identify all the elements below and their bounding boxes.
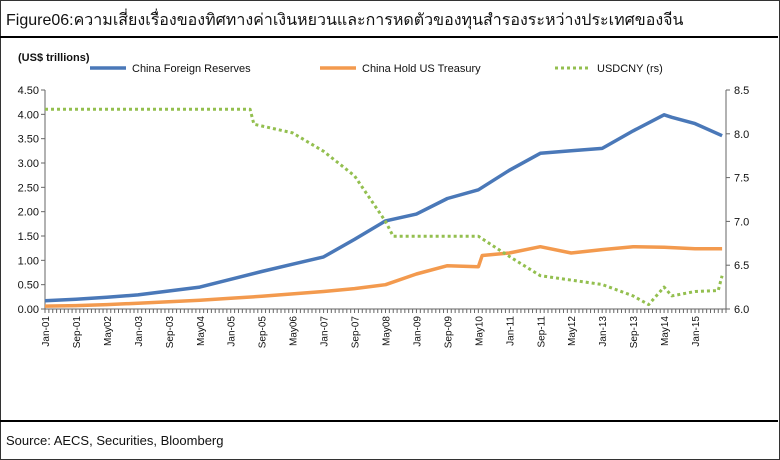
legend-label: China Foreign Reserves xyxy=(132,63,251,75)
legend-label: China Hold US Treasury xyxy=(362,63,481,75)
source-note: Source: AECS, Securities, Bloomberg xyxy=(6,433,224,448)
series-line-1 xyxy=(44,244,723,308)
left-tick-label: 2.00 xyxy=(18,207,39,219)
left-tick-label: 1.50 xyxy=(18,231,39,243)
right-tick-label: 7.5 xyxy=(734,173,749,185)
right-tick-label: 6.5 xyxy=(734,260,749,272)
series-line-0 xyxy=(44,113,723,303)
figure-title: Figure06:ความเสี่ยงเรื่องของทิศทางค่าเงิ… xyxy=(6,12,684,29)
left-tick-label: 0.50 xyxy=(18,280,39,292)
x-tick-label: May04 xyxy=(196,316,207,346)
x-tick-label: Jan-13 xyxy=(598,316,609,347)
left-tick-label: 0.00 xyxy=(18,304,39,316)
x-tick-label: Jan-03 xyxy=(134,316,145,347)
legend-label: USDCNY (rs) xyxy=(597,63,663,75)
x-tick-label: May06 xyxy=(289,316,300,346)
title-rule xyxy=(0,36,778,38)
x-tick-label: Jan-01 xyxy=(41,316,52,347)
x-tick-label: Jan-09 xyxy=(412,316,423,347)
x-tick-label: May02 xyxy=(103,316,114,346)
x-tick-label: May08 xyxy=(381,316,392,346)
left-axis-label: (US$ trillions) xyxy=(18,52,90,64)
x-tick-label: Sep-11 xyxy=(536,316,547,348)
left-tick-label: 2.50 xyxy=(18,182,39,194)
right-tick-label: 7.0 xyxy=(734,216,749,228)
x-tick-label: Jan-07 xyxy=(320,316,331,347)
left-tick-label: 1.00 xyxy=(18,255,39,267)
x-tick-label: Sep-01 xyxy=(72,316,83,349)
x-tick-label: Sep-13 xyxy=(629,316,640,349)
x-tick-label: Sep-09 xyxy=(443,316,454,349)
x-tick-label: Sep-05 xyxy=(258,316,269,349)
x-tick-label: May12 xyxy=(567,316,578,346)
left-tick-label: 4.50 xyxy=(18,85,39,97)
left-tick-label: 3.00 xyxy=(18,158,39,170)
x-tick-label: May14 xyxy=(660,316,671,346)
x-tick-label: May10 xyxy=(474,316,485,346)
x-tick-label: Sep-03 xyxy=(165,316,176,349)
x-tick-label: Sep-07 xyxy=(351,316,362,349)
left-tick-label: 3.50 xyxy=(18,134,39,146)
x-tick-label: Jan-05 xyxy=(227,316,238,347)
right-tick-label: 8.0 xyxy=(734,129,749,141)
left-tick-label: 4.00 xyxy=(18,109,39,121)
series-line-2 xyxy=(45,107,724,307)
right-tick-label: 6.0 xyxy=(734,304,749,316)
right-tick-label: 8.5 xyxy=(734,85,749,97)
chart: 0.00 0.50 1.00 1.50 2.00 2.50 3.00 3.50 4.00 4.50… xyxy=(18,52,750,349)
x-tick-label: Jan-15 xyxy=(691,316,702,347)
x-tick-label: Jan-11 xyxy=(505,316,516,346)
source-rule xyxy=(0,420,778,422)
